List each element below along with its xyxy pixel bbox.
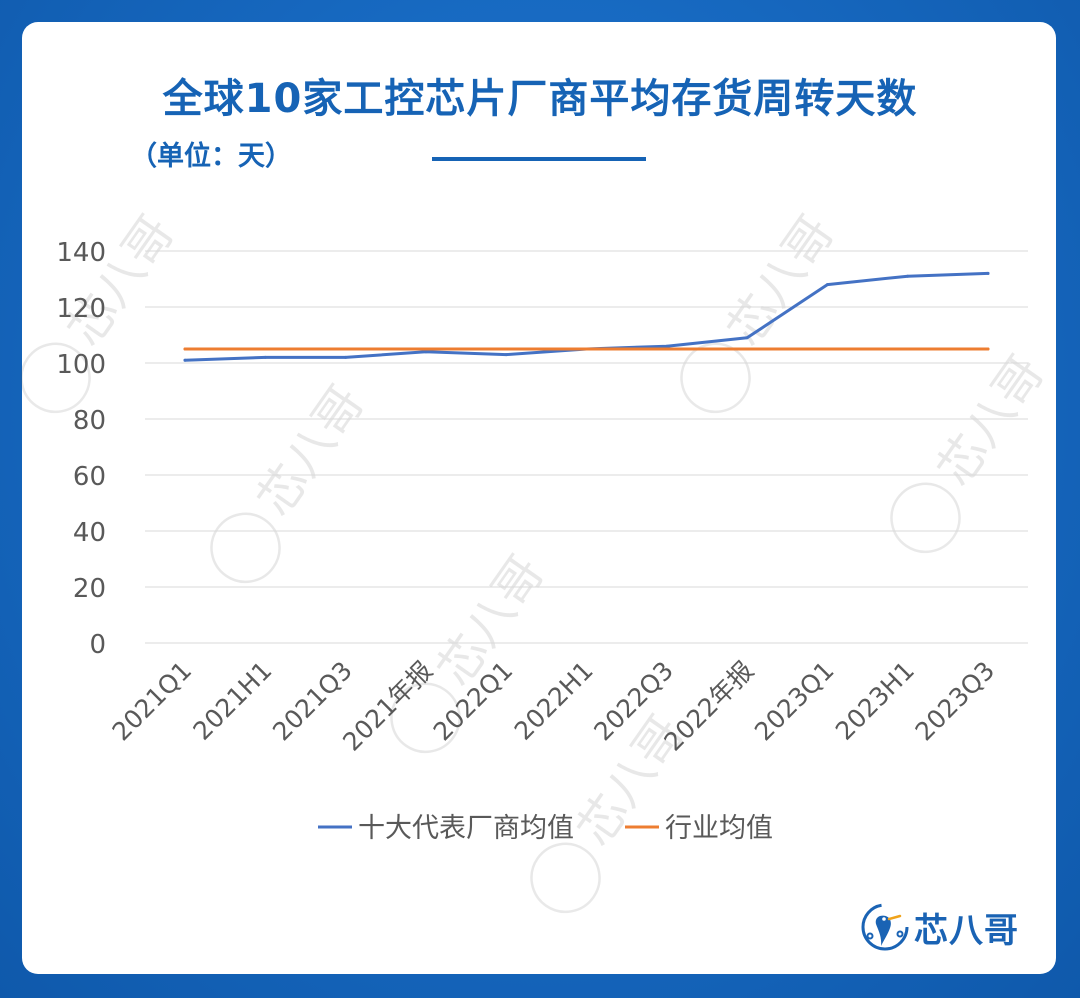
data-point bbox=[825, 283, 829, 287]
watermark-logo-icon bbox=[390, 682, 461, 754]
series-line bbox=[183, 271, 990, 362]
x-tick-label: 2021H1 bbox=[188, 656, 278, 746]
gridlines bbox=[145, 250, 1028, 644]
watermark-logo-icon bbox=[530, 842, 601, 914]
data-point bbox=[504, 347, 508, 351]
data-point bbox=[986, 271, 990, 275]
legend: 十大代表厂商均值 行业均值 bbox=[318, 813, 773, 844]
data-point bbox=[906, 347, 910, 351]
data-point bbox=[745, 347, 749, 351]
logo-text: 芯八哥 bbox=[914, 910, 1019, 951]
data-point bbox=[986, 347, 990, 351]
data-point bbox=[665, 344, 669, 348]
legend-label: 行业均值 bbox=[665, 813, 773, 844]
watermark-text: 芯八哥 bbox=[927, 346, 1055, 496]
y-tick-label: 20 bbox=[73, 574, 106, 604]
y-tick-label: 80 bbox=[73, 406, 106, 436]
chart-card bbox=[22, 22, 1056, 974]
x-tick-label: 2022H1 bbox=[509, 656, 599, 746]
y-tick-label: 40 bbox=[73, 518, 106, 548]
y-tick-label: 140 bbox=[56, 238, 106, 268]
data-point bbox=[344, 355, 348, 359]
data-point bbox=[665, 347, 669, 351]
y-tick-label: 60 bbox=[73, 462, 106, 492]
watermark: 芯八哥 bbox=[210, 376, 375, 584]
y-tick-label: 120 bbox=[56, 294, 106, 324]
x-tick-label: 2021Q1 bbox=[107, 656, 198, 747]
bird-logo-icon bbox=[861, 903, 909, 951]
data-point bbox=[906, 274, 910, 278]
y-tick-label: 100 bbox=[56, 350, 106, 380]
x-tick-label: 2023H1 bbox=[830, 656, 920, 746]
title-underline bbox=[432, 157, 646, 161]
watermark-text: 芯八哥 bbox=[247, 376, 375, 526]
watermark-text: 芯八哥 bbox=[57, 206, 185, 356]
brand-logo: 芯八哥 bbox=[860, 902, 1019, 952]
watermark-logo-icon bbox=[20, 342, 91, 414]
data-point bbox=[424, 347, 428, 351]
data-point bbox=[585, 347, 588, 351]
chart-subtitle: （单位：天） bbox=[130, 141, 292, 172]
legend-label: 十大代表厂商均值 bbox=[358, 813, 574, 844]
chart-title: 全球10家工控芯片厂商平均存货周转天数 bbox=[162, 76, 918, 122]
watermark-text: 芯八哥 bbox=[717, 206, 845, 356]
data-point bbox=[745, 336, 749, 340]
watermark: 芯八哥 bbox=[890, 346, 1055, 554]
data-point bbox=[183, 358, 187, 362]
data-point bbox=[183, 347, 187, 351]
watermark-logo-icon bbox=[890, 482, 961, 554]
data-point bbox=[344, 347, 348, 351]
x-axis-ticks: 2021Q12021H12021Q32021年报2022Q12022H12022… bbox=[107, 656, 1001, 757]
data-point bbox=[825, 347, 829, 351]
x-tick-label: 2023Q3 bbox=[910, 656, 1001, 747]
watermark-logo-icon bbox=[210, 512, 281, 584]
data-point bbox=[424, 350, 428, 354]
y-tick-label: 0 bbox=[89, 630, 106, 660]
watermark: 芯八哥 bbox=[680, 206, 845, 414]
data-point bbox=[263, 347, 267, 351]
x-tick-label: 2023Q1 bbox=[749, 656, 840, 747]
data-point bbox=[504, 353, 508, 357]
y-axis-ticks: 0 20 40 60 80 100 120 140 bbox=[56, 238, 106, 660]
series-layer bbox=[183, 271, 990, 362]
data-point bbox=[263, 355, 267, 359]
